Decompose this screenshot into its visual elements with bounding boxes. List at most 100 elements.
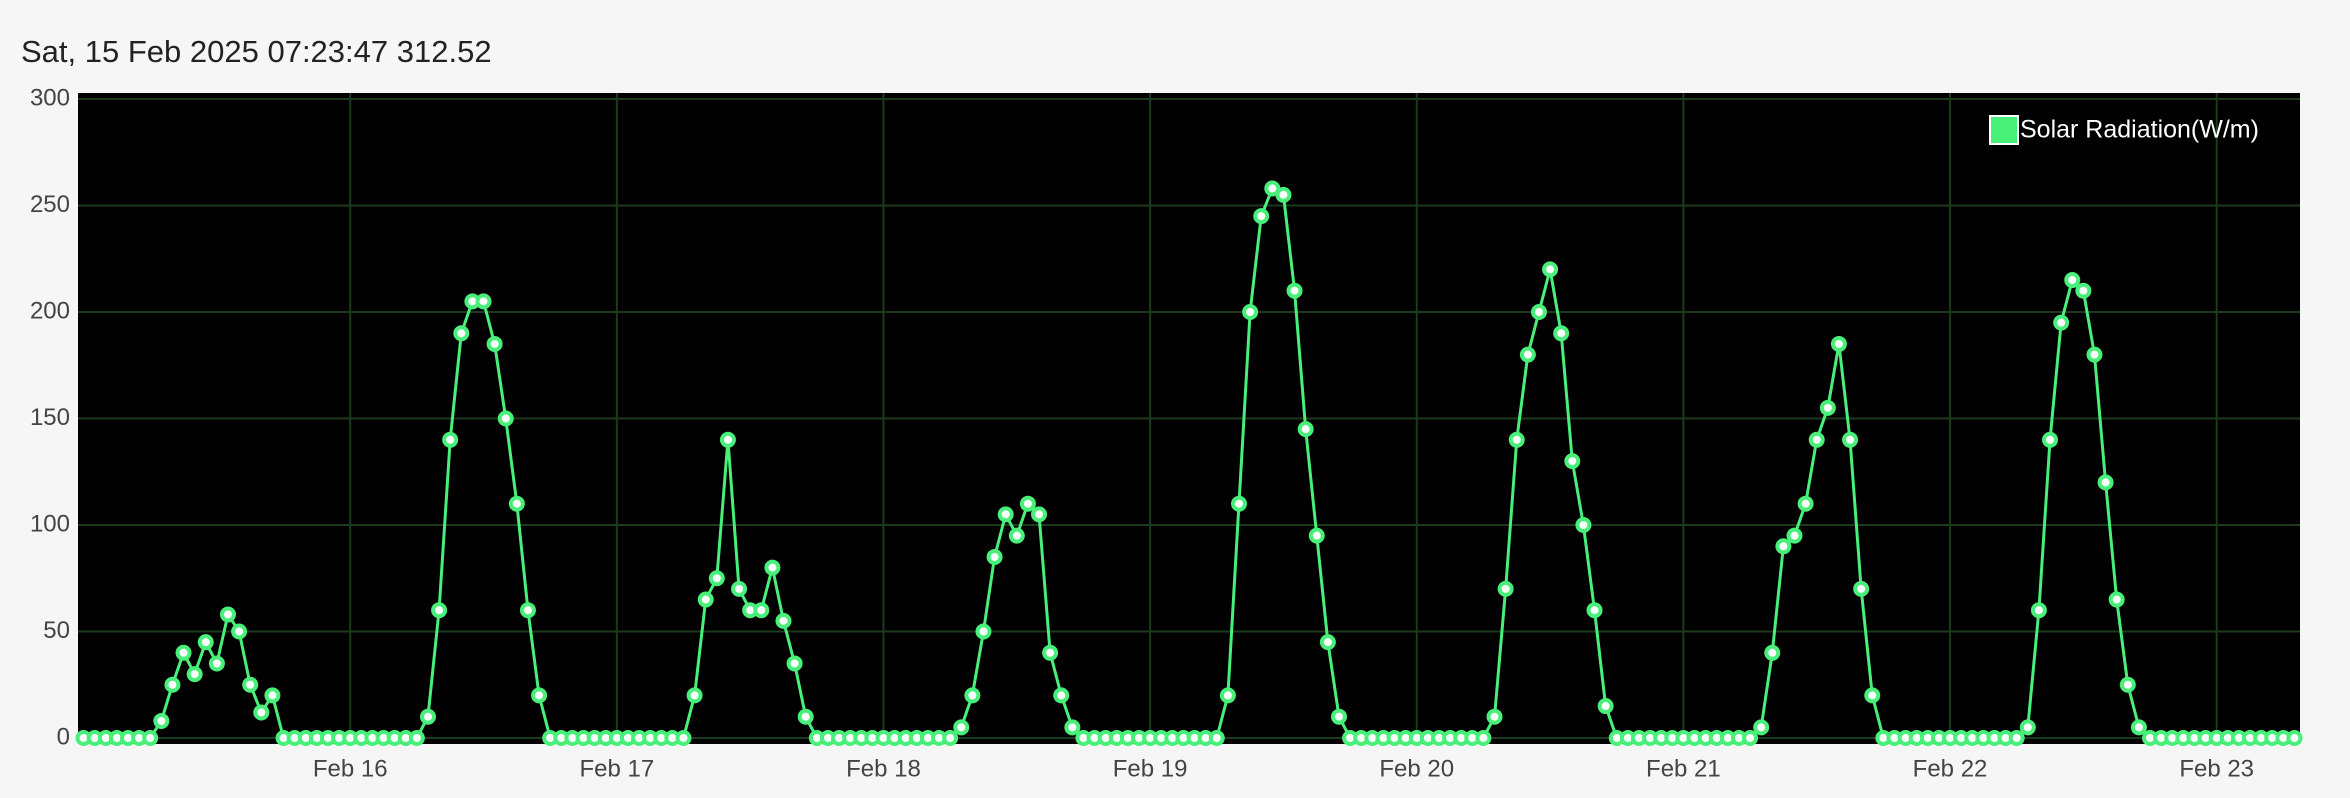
- data-point: [1597, 698, 1614, 715]
- data-point: [2030, 602, 2047, 619]
- data-point: [1808, 431, 1825, 448]
- data-point: [1219, 687, 1236, 704]
- data-point: [764, 559, 781, 576]
- y-tick-label: 300: [30, 84, 70, 111]
- data-point: [2064, 272, 2081, 289]
- data-point: [2119, 676, 2136, 693]
- data-point: [2075, 282, 2092, 299]
- data-point: [219, 606, 236, 623]
- data-point: [475, 293, 492, 310]
- data-point: [1508, 431, 1525, 448]
- data-point: [2086, 346, 2103, 363]
- y-tick-label: 50: [43, 617, 70, 644]
- data-point: [1330, 708, 1347, 725]
- x-tick-label: Feb 20: [1379, 755, 1454, 782]
- data-point: [1797, 495, 1814, 512]
- data-point: [164, 676, 181, 693]
- y-tick-label: 150: [30, 404, 70, 431]
- data-point: [442, 431, 459, 448]
- data-point: [1008, 527, 1025, 544]
- data-point: [1208, 730, 1225, 746]
- data-point: [431, 602, 448, 619]
- data-point: [2108, 591, 2125, 608]
- data-point: [675, 730, 692, 746]
- data-point: [197, 634, 214, 651]
- data-point: [1842, 431, 1859, 448]
- data-point: [964, 687, 981, 704]
- data-point: [719, 431, 736, 448]
- data-point: [264, 687, 281, 704]
- data-point: [986, 548, 1003, 565]
- data-point: [1542, 261, 1559, 278]
- data-point: [153, 712, 170, 729]
- data-point: [953, 719, 970, 736]
- data-point: [775, 612, 792, 629]
- data-point: [1042, 644, 1059, 661]
- data-point: [1753, 719, 1770, 736]
- data-point: [408, 730, 425, 746]
- data-point: [942, 730, 959, 746]
- data-point: [1031, 506, 1048, 523]
- data-point: [731, 580, 748, 597]
- data-point: [1864, 687, 1881, 704]
- data-point: [975, 623, 992, 640]
- data-point: [1586, 602, 1603, 619]
- data-point: [1564, 453, 1581, 470]
- data-point: [1297, 421, 1314, 438]
- data-point: [1819, 399, 1836, 416]
- data-point: [1230, 495, 1247, 512]
- x-tick-label: Feb 23: [2179, 755, 2254, 782]
- data-point: [519, 602, 536, 619]
- data-point: [186, 666, 203, 683]
- data-point: [242, 676, 259, 693]
- y-tick-label: 0: [57, 723, 70, 750]
- data-point: [2042, 431, 2059, 448]
- data-point: [1264, 180, 1281, 197]
- x-tick-label: Feb 22: [1913, 755, 1988, 782]
- data-point: [1308, 527, 1325, 544]
- data-point: [1253, 208, 1270, 225]
- data-point: [708, 570, 725, 587]
- data-point: [231, 623, 248, 640]
- data-point: [142, 730, 159, 746]
- data-point: [797, 708, 814, 725]
- data-point: [753, 602, 770, 619]
- data-point: [1486, 708, 1503, 725]
- data-point: [253, 704, 270, 721]
- data-point: [1019, 495, 1036, 512]
- x-tick-label: Feb 19: [1113, 755, 1188, 782]
- data-point: [1064, 719, 1081, 736]
- data-point: [497, 410, 514, 427]
- data-point: [1530, 304, 1547, 320]
- legend-label: Solar Radiation(W/m): [2020, 116, 2259, 144]
- data-point: [786, 655, 803, 672]
- data-point: [1775, 538, 1792, 555]
- data-point: [1830, 335, 1847, 352]
- x-tick-label: Feb 21: [1646, 755, 1721, 782]
- data-point: [1553, 325, 1570, 342]
- data-point: [1286, 282, 1303, 299]
- data-point: [1275, 186, 1292, 203]
- legend-swatch: [1989, 115, 2019, 145]
- data-point: [508, 495, 525, 512]
- data-point: [686, 687, 703, 704]
- x-tick-label: Feb 17: [579, 755, 654, 782]
- data-point: [2053, 314, 2070, 331]
- data-point: [419, 708, 436, 725]
- data-point: [1742, 730, 1759, 746]
- data-point: [1575, 517, 1592, 533]
- data-point: [1497, 580, 1514, 597]
- data-point: [1764, 644, 1781, 661]
- data-point: [208, 655, 225, 672]
- data-point: [2130, 719, 2147, 736]
- readout: Sat, 15 Feb 2025 07:23:47 312.52: [21, 34, 492, 69]
- y-tick-label: 250: [30, 191, 70, 218]
- data-point: [2019, 719, 2036, 736]
- y-tick-label: 100: [30, 510, 70, 537]
- data-point: [1786, 527, 1803, 544]
- data-point: [2286, 730, 2303, 746]
- y-tick-label: 200: [30, 297, 70, 324]
- data-point: [997, 506, 1014, 523]
- data-point: [486, 335, 503, 352]
